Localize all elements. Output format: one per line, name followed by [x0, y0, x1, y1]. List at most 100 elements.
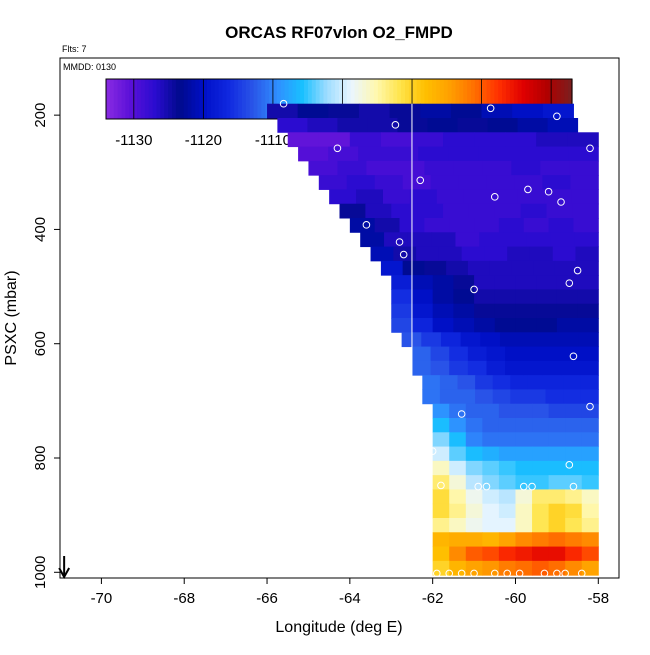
colorbar-segment — [234, 79, 239, 119]
colorbar-segment — [397, 79, 402, 119]
heatmap-cell — [548, 503, 566, 519]
colorbar-segment — [467, 79, 472, 119]
heatmap-cell — [581, 418, 599, 433]
observation-point — [561, 569, 569, 578]
heatmap-cell — [432, 318, 454, 333]
heatmap-cell — [449, 546, 467, 562]
heatmap-cell — [431, 232, 456, 248]
heatmap-cell — [548, 418, 566, 433]
heatmap-cell — [545, 375, 564, 390]
colorbar-segment — [471, 79, 476, 119]
heatmap-cell — [453, 303, 475, 319]
observation-point — [362, 221, 371, 229]
colorbar-segment — [463, 79, 468, 119]
colorbar-segment — [222, 79, 227, 119]
heatmap-cell — [475, 375, 494, 390]
observation-point — [486, 104, 495, 113]
heatmap-cell — [427, 118, 459, 133]
heatmap-cell — [482, 475, 500, 490]
mmdd-label: MMDD: 0130 — [63, 62, 116, 72]
heatmap-cell — [498, 403, 516, 419]
heatmap-cell — [337, 118, 368, 133]
heatmap-cell — [465, 560, 483, 576]
colorbar-segment — [525, 79, 530, 119]
heatmap-cell — [474, 218, 500, 233]
heatmap-cell — [532, 532, 550, 548]
observation-point — [519, 482, 528, 491]
heatmap-cell — [349, 218, 376, 233]
heatmap-cell — [556, 303, 579, 319]
colorbar-segment — [137, 79, 142, 119]
observation-point — [399, 250, 408, 259]
heatmap-cell — [489, 260, 512, 276]
heatmap-cell — [548, 403, 566, 419]
heatmap-cell — [581, 432, 599, 448]
heatmap-cell — [498, 546, 516, 562]
colorbar-segment — [420, 79, 426, 119]
colorbar-segment — [354, 79, 360, 119]
heatmap-cell — [449, 346, 469, 362]
heatmap-cell — [446, 260, 469, 276]
colorbar-segment — [377, 79, 383, 119]
observation-point — [395, 238, 404, 246]
colorbar-segment — [214, 79, 220, 119]
heatmap-cell — [374, 175, 404, 190]
heatmap-cell — [482, 160, 512, 176]
colorbar-segment — [432, 79, 437, 119]
colorbar-segment — [261, 79, 266, 119]
heatmap-cell — [532, 489, 550, 505]
heatmap-cell — [556, 275, 579, 290]
heatmap-cell — [536, 275, 558, 290]
heatmap-cell — [482, 446, 500, 462]
heatmap-cell — [572, 203, 599, 219]
heatmap-cell — [370, 246, 394, 262]
heatmap-cell — [432, 560, 450, 576]
heatmap-cell — [424, 160, 454, 176]
colorbar-segment — [280, 79, 286, 119]
heatmap-cell — [465, 432, 483, 448]
heatmap-cell — [545, 389, 564, 405]
heatmap-cell — [515, 318, 537, 333]
colorbar-tick-label: -1110 — [255, 132, 291, 149]
colorbar-segment — [179, 79, 185, 119]
heatmap-cell — [465, 546, 483, 562]
heatmap-cell — [554, 260, 578, 276]
heatmap-cell — [367, 118, 398, 133]
colorbar-segment — [393, 79, 398, 119]
heatmap-cell — [519, 332, 540, 348]
colorbar-segment — [498, 79, 503, 119]
heatmap-cell — [318, 132, 351, 148]
heatmap-cell — [515, 303, 537, 319]
heatmap-cell — [565, 418, 583, 433]
heatmap-cell — [527, 375, 547, 390]
heatmap-cell — [460, 332, 481, 348]
colorbar-segment — [276, 79, 282, 119]
heatmap-cell — [411, 303, 434, 319]
colorbar-segment — [288, 79, 293, 119]
observation-point — [573, 266, 582, 275]
heatmap-cell — [490, 189, 519, 205]
colorbar-segment — [350, 79, 356, 119]
colorbar-segment — [401, 79, 406, 119]
heatmap-cell — [432, 289, 454, 305]
heatmap-cell — [448, 146, 479, 162]
heatmap-cell — [581, 560, 599, 576]
colorbar-segment — [439, 79, 445, 119]
heatmap-cell — [578, 332, 599, 348]
heatmap-cell — [432, 275, 454, 290]
colorbar-segment — [451, 79, 457, 119]
heatmap-cell — [430, 360, 450, 376]
observation-point — [586, 402, 594, 411]
heatmap-cell — [515, 289, 537, 305]
heatmap-cell — [542, 360, 562, 376]
heatmap-cell — [511, 260, 534, 276]
heatmap-cell — [565, 460, 583, 476]
heatmap-cell — [453, 289, 475, 305]
observation-point — [544, 187, 553, 196]
y-tick-label: 200 — [32, 103, 49, 128]
colorbar-segment — [140, 79, 146, 119]
heatmap-cell — [417, 203, 444, 219]
colorbar-segment — [552, 79, 558, 119]
heatmap-cell — [494, 303, 516, 319]
colorbar-segment — [358, 79, 363, 119]
